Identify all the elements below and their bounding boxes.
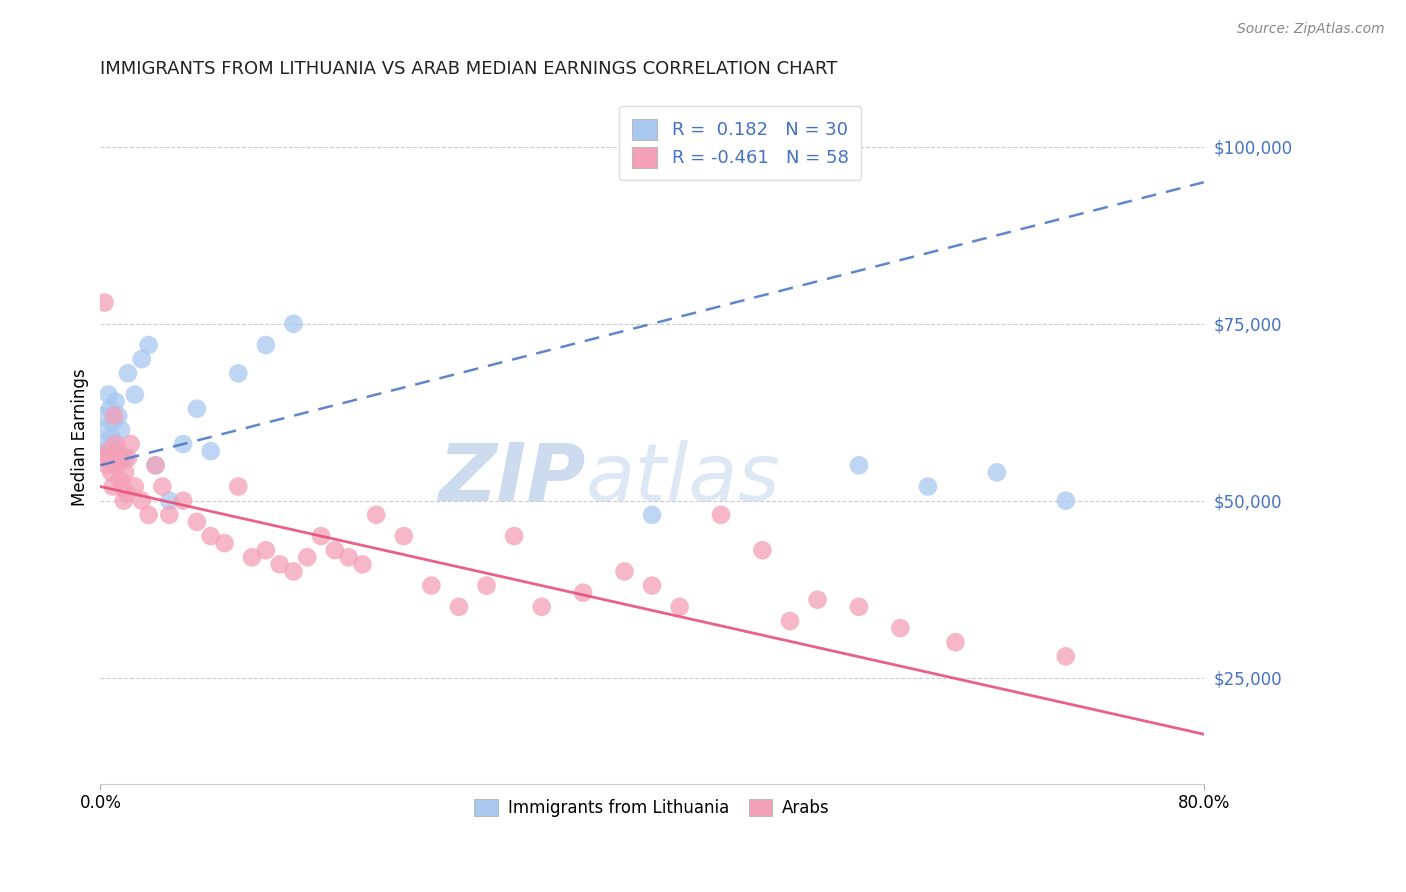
Legend: Immigrants from Lithuania, Arabs: Immigrants from Lithuania, Arabs <box>468 792 837 824</box>
Point <box>98 451 121 466</box>
Point <box>94 423 117 437</box>
Point <box>848 458 870 473</box>
Point <box>107 444 129 458</box>
Point <box>200 529 222 543</box>
Point <box>145 458 167 473</box>
Point <box>986 466 1008 480</box>
Point <box>917 479 939 493</box>
Point <box>751 543 773 558</box>
Point <box>269 558 291 572</box>
Point <box>112 493 135 508</box>
Point <box>1054 649 1077 664</box>
Point <box>352 558 374 572</box>
Point <box>889 621 911 635</box>
Point <box>114 451 136 466</box>
Point <box>120 437 142 451</box>
Text: atlas: atlas <box>586 440 780 517</box>
Point <box>392 529 415 543</box>
Point <box>226 367 249 381</box>
Point <box>186 515 208 529</box>
Point <box>366 508 388 522</box>
Point <box>100 430 122 444</box>
Point <box>297 550 319 565</box>
Point <box>107 409 129 423</box>
Point <box>309 529 332 543</box>
Point <box>103 409 125 423</box>
Point <box>96 458 118 473</box>
Point <box>641 579 664 593</box>
Point <box>145 458 167 473</box>
Point <box>108 473 131 487</box>
Point <box>111 479 134 493</box>
Point <box>710 508 733 522</box>
Point <box>572 585 595 599</box>
Point <box>806 592 828 607</box>
Point <box>103 437 125 451</box>
Point <box>420 579 443 593</box>
Point <box>641 508 664 522</box>
Point <box>100 466 122 480</box>
Point <box>97 444 120 458</box>
Point <box>110 423 132 437</box>
Point <box>530 599 553 614</box>
Y-axis label: Median Earnings: Median Earnings <box>72 368 89 506</box>
Point <box>115 486 138 500</box>
Point <box>283 565 305 579</box>
Point <box>475 579 498 593</box>
Point <box>172 437 194 451</box>
Point <box>131 352 153 367</box>
Point <box>945 635 967 649</box>
Point <box>214 536 236 550</box>
Point <box>117 367 139 381</box>
Text: IMMIGRANTS FROM LITHUANIA VS ARAB MEDIAN EARNINGS CORRELATION CHART: IMMIGRANTS FROM LITHUANIA VS ARAB MEDIAN… <box>100 60 838 78</box>
Point <box>848 599 870 614</box>
Point <box>503 529 526 543</box>
Point <box>157 508 180 522</box>
Point <box>131 493 153 508</box>
Point <box>613 565 636 579</box>
Point <box>254 543 277 558</box>
Point <box>94 451 117 466</box>
Point <box>668 599 690 614</box>
Point <box>1054 493 1077 508</box>
Point <box>240 550 263 565</box>
Point <box>117 451 139 466</box>
Point <box>157 493 180 508</box>
Point <box>226 479 249 493</box>
Point <box>138 338 160 352</box>
Point <box>91 409 114 423</box>
Point <box>283 317 305 331</box>
Point <box>200 444 222 458</box>
Point <box>104 437 127 451</box>
Text: ZIP: ZIP <box>439 440 586 517</box>
Point <box>138 508 160 522</box>
Text: Source: ZipAtlas.com: Source: ZipAtlas.com <box>1237 22 1385 37</box>
Point <box>114 466 136 480</box>
Point <box>337 550 360 565</box>
Point <box>105 458 128 473</box>
Point <box>447 599 470 614</box>
Point <box>779 614 801 628</box>
Point <box>124 387 146 401</box>
Point <box>323 543 346 558</box>
Point <box>96 444 118 458</box>
Point <box>172 493 194 508</box>
Point <box>104 394 127 409</box>
Point <box>101 416 124 430</box>
Point <box>110 451 132 466</box>
Point <box>93 295 115 310</box>
Point <box>98 401 121 416</box>
Point <box>124 479 146 493</box>
Point <box>186 401 208 416</box>
Point <box>101 479 124 493</box>
Point <box>97 387 120 401</box>
Point <box>152 479 174 493</box>
Point <box>93 437 115 451</box>
Point <box>254 338 277 352</box>
